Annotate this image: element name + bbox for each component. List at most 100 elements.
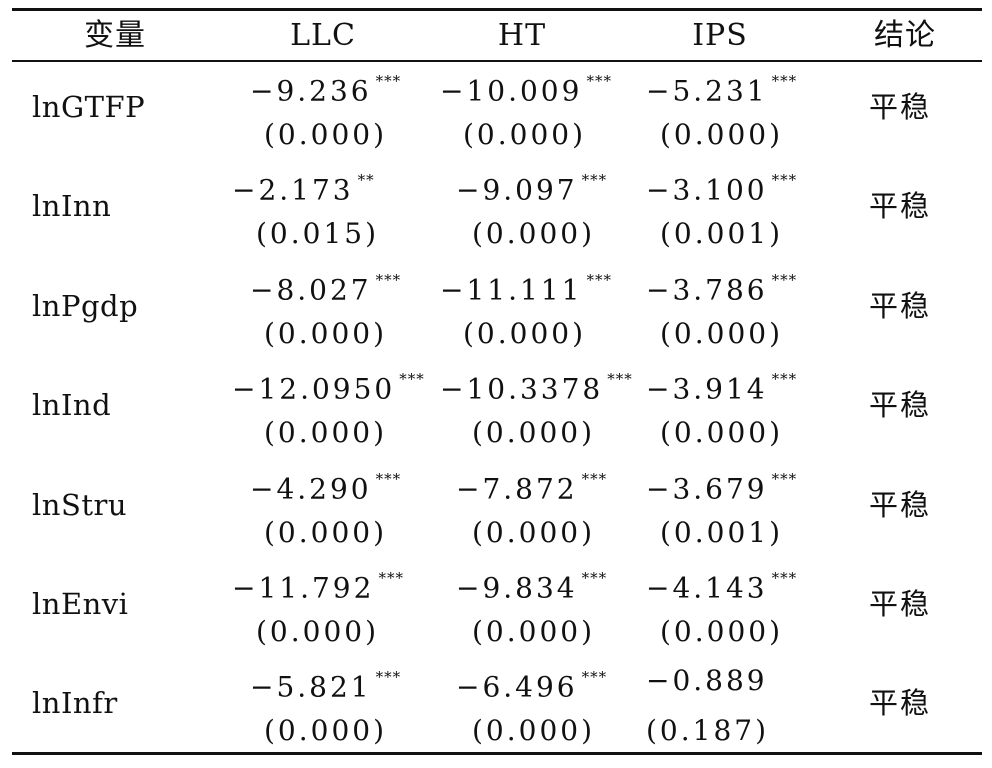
ht-coefficient: −6.496 — [456, 670, 578, 704]
ips-statistic: −3.100 *** — [646, 161, 797, 207]
llc-coefficient: −8.027 — [250, 273, 372, 307]
ht-statistic: −7.872 *** — [456, 460, 607, 506]
ht-significance-stars: *** — [581, 569, 608, 587]
llc-coefficient: −5.821 — [250, 670, 372, 704]
conclusion: 平稳 — [868, 587, 931, 621]
table-row: lnEnvi −11.792 *** (0.000) −9.834 *** (0.000) −… — [0, 559, 992, 658]
variable-name: lnStru — [32, 487, 128, 522]
header-variable: 变量 — [84, 18, 146, 53]
llc-p-value: (0.015) — [256, 217, 380, 251]
llc-p-value: (0.000) — [264, 714, 388, 748]
llc-statistic: −9.236 *** — [250, 62, 401, 108]
ht-p-value: (0.000) — [472, 416, 596, 450]
header-llc: LLC — [290, 18, 356, 53]
ht-p-value: (0.000) — [472, 714, 596, 748]
llc-significance-stars: *** — [375, 270, 402, 289]
variable-name: lnInn — [32, 189, 112, 224]
ht-statistic: −6.496 *** — [456, 658, 607, 704]
ht-coefficient: −7.872 — [456, 471, 578, 505]
llc-significance-stars: *** — [399, 370, 425, 389]
ht-statistic: −9.097 *** — [456, 161, 607, 207]
llc-statistic: −8.027 *** — [250, 261, 401, 307]
table-row: lnGTFP −9.236 *** (0.000) −10.009 *** (0.000) −… — [0, 62, 992, 161]
ips-significance-stars: *** — [771, 469, 798, 488]
ips-significance-stars: *** — [771, 569, 798, 587]
llc-significance-stars: *** — [375, 72, 402, 90]
ips-coefficient: −5.231 — [646, 74, 768, 108]
ips-statistic: −5.231 *** — [646, 62, 797, 108]
table-row: lnInfr −5.821 *** (0.000) −6.496 *** (0.000) −0… — [0, 658, 992, 757]
llc-statistic: −12.0950 *** — [232, 360, 425, 406]
ips-statistic: −3.914 *** — [646, 360, 797, 406]
table-header-rule — [12, 60, 982, 62]
ht-coefficient: −9.834 — [456, 571, 578, 605]
ips-coefficient: −3.786 — [646, 273, 768, 307]
ips-statistic: −3.679 *** — [646, 460, 797, 506]
ht-significance-stars: *** — [581, 171, 608, 190]
llc-statistic: −5.821 *** — [250, 658, 401, 704]
table-row: lnPgdp −8.027 *** (0.000) −11.111 *** (0.000) −… — [0, 261, 992, 360]
ips-p-value: (0.000) — [660, 316, 784, 350]
ips-significance-stars: *** — [771, 171, 798, 190]
ht-significance-stars: *** — [581, 469, 608, 488]
ips-statistic: −0.889 — [646, 658, 768, 704]
variable-name: lnGTFP — [32, 90, 146, 124]
ips-p-value: (0.001) — [660, 515, 784, 549]
ht-significance-stars: *** — [607, 370, 633, 389]
header-conclusion: 结论 — [874, 18, 936, 53]
llc-significance-stars: *** — [375, 668, 402, 687]
llc-p-value: (0.000) — [264, 515, 388, 549]
ips-significance-stars: *** — [771, 270, 798, 289]
conclusion: 平稳 — [868, 388, 931, 423]
llc-coefficient: −12.0950 — [232, 372, 396, 406]
ips-p-value: (0.000) — [660, 615, 784, 648]
variable-name: lnInfr — [32, 686, 118, 721]
ht-p-value: (0.000) — [463, 316, 587, 350]
llc-coefficient: −2.173 — [232, 173, 354, 207]
table-bottom-rule — [12, 752, 982, 755]
ht-statistic: −10.009 *** — [440, 62, 612, 108]
variable-name: lnEnvi — [32, 587, 129, 621]
ht-p-value: (0.000) — [472, 217, 596, 251]
conclusion: 平稳 — [868, 686, 931, 721]
ips-p-value: (0.187) — [646, 714, 770, 748]
ht-coefficient: −11.111 — [440, 273, 583, 307]
ips-p-value: (0.000) — [660, 118, 784, 151]
header-ht: HT — [497, 18, 547, 53]
ips-coefficient: −3.100 — [646, 173, 768, 207]
ht-statistic: −10.3378 *** — [440, 360, 633, 406]
llc-statistic: −11.792 *** — [232, 559, 404, 605]
ht-p-value: (0.000) — [472, 515, 596, 549]
ht-significance-stars: *** — [586, 72, 612, 90]
llc-p-value: (0.000) — [264, 118, 388, 151]
llc-p-value: (0.000) — [256, 615, 380, 648]
ht-coefficient: −9.097 — [456, 173, 578, 207]
llc-significance-stars: *** — [378, 569, 404, 587]
llc-p-value: (0.000) — [264, 416, 388, 450]
ht-p-value: (0.000) — [472, 615, 596, 648]
variable-name: lnPgdp — [32, 288, 139, 323]
llc-statistic: −2.173 ** — [232, 161, 375, 207]
ht-coefficient: −10.009 — [440, 74, 583, 108]
ht-p-value: (0.000) — [463, 118, 587, 151]
conclusion: 平稳 — [868, 90, 931, 124]
llc-significance-stars: *** — [375, 469, 402, 488]
conclusion: 平稳 — [868, 487, 931, 522]
table-row: lnInn −2.173 ** (0.015) −9.097 *** (0.000) −3.1… — [0, 161, 992, 260]
conclusion: 平稳 — [868, 288, 931, 323]
ips-p-value: (0.001) — [660, 217, 784, 251]
ht-significance-stars: *** — [586, 270, 612, 289]
table-row: lnStru −4.290 *** (0.000) −7.872 *** (0.000) −3… — [0, 460, 992, 559]
ips-coefficient: −0.889 — [646, 664, 768, 698]
ips-significance-stars: *** — [771, 72, 798, 90]
ips-statistic: −3.786 *** — [646, 261, 797, 307]
table-top-rule — [12, 8, 982, 11]
ips-coefficient: −3.914 — [646, 372, 768, 406]
variable-name: lnInd — [32, 388, 112, 423]
ips-coefficient: −4.143 — [646, 571, 768, 605]
ips-statistic: −4.143 *** — [646, 559, 797, 605]
ht-statistic: −9.834 *** — [456, 559, 607, 605]
ips-coefficient: −3.679 — [646, 471, 768, 505]
header-ips: IPS — [692, 18, 748, 53]
table-header: 变量 LLC HT IPS 结论 — [0, 11, 992, 60]
